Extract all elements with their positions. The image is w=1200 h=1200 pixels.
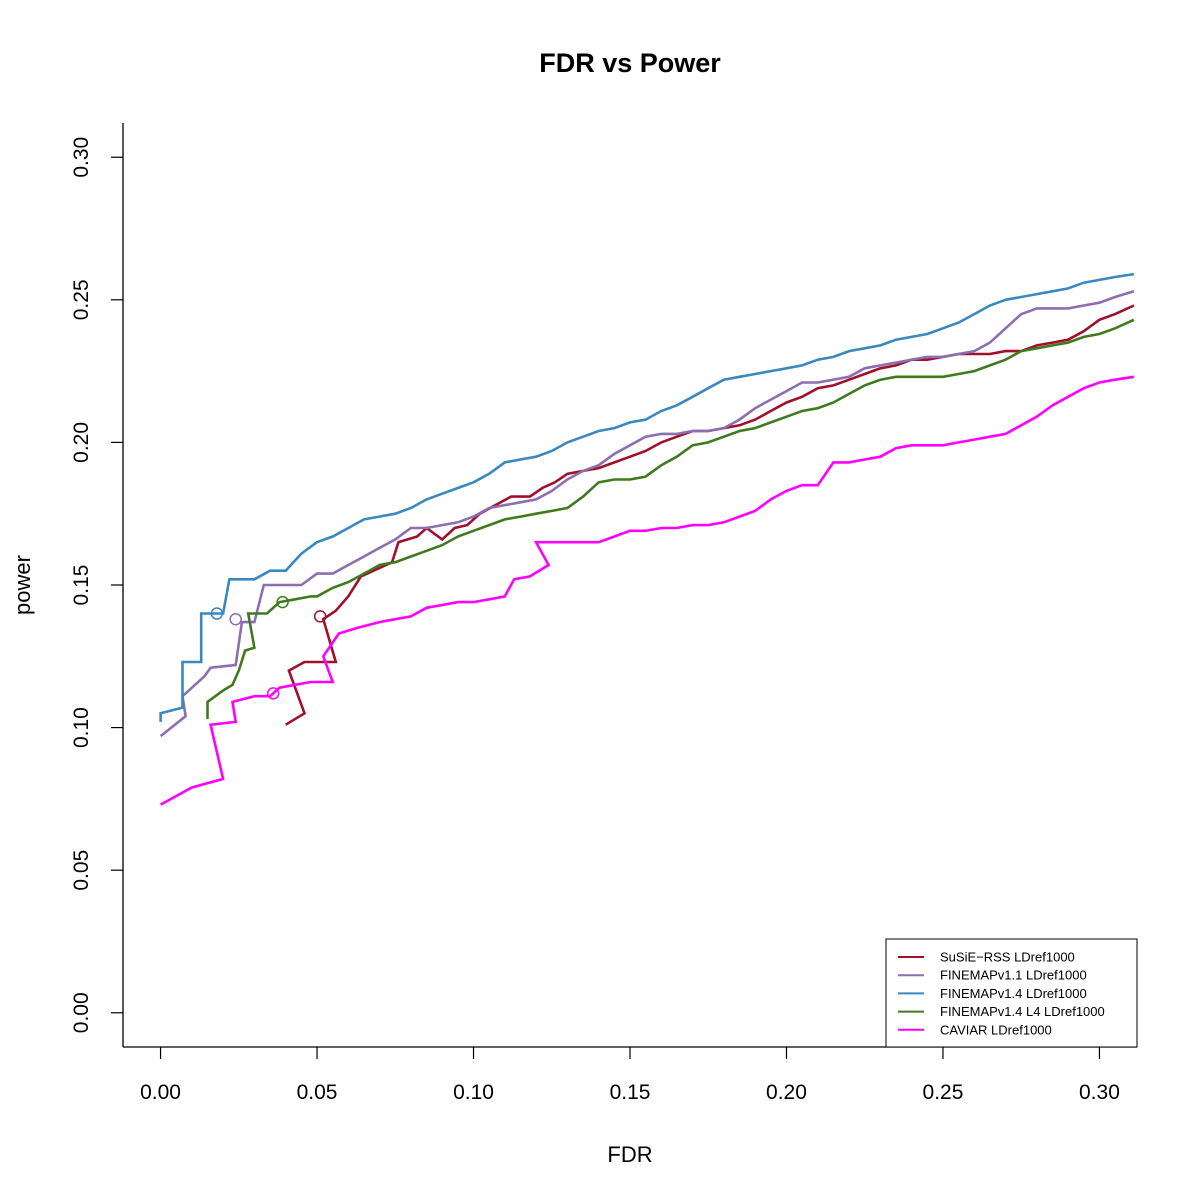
y-tick-label: 0.05 <box>70 850 93 891</box>
legend-label-1: FINEMAPv1.1 LDref1000 <box>940 968 1087 983</box>
legend: SuSiE−RSS LDref1000 FINEMAPv1.1 LDref1000… <box>885 938 1138 1048</box>
series-marker-4 <box>266 687 280 700</box>
series-marker-1 <box>229 612 242 626</box>
x-tick-label: 0.20 <box>766 1081 807 1104</box>
series-line-2 <box>159 272 1135 722</box>
series-layer <box>159 272 1135 806</box>
series-line-0 <box>285 304 1135 726</box>
series-line-1 <box>159 290 1135 738</box>
y-tick-label: 0.20 <box>70 422 93 463</box>
y-tick-label: 0.10 <box>70 707 93 748</box>
series-line-4 <box>159 375 1135 806</box>
y-tick-label: 0.25 <box>70 279 93 320</box>
legend-label-0: SuSiE−RSS LDref1000 <box>940 950 1075 965</box>
series-marker-0 <box>313 610 327 623</box>
legend-box <box>885 938 1138 1048</box>
series-line-3 <box>206 318 1135 719</box>
x-tick-label: 0.15 <box>610 1081 651 1104</box>
x-tick-label: 0.10 <box>453 1081 494 1104</box>
x-tick-label: 0.30 <box>1079 1081 1120 1104</box>
series-marker-2 <box>210 607 224 620</box>
legend-label-4: CAVIAR LDref1000 <box>940 1022 1052 1037</box>
x-tick-label: 0.05 <box>297 1081 338 1104</box>
legend-label-2: FINEMAPv1.4 LDref1000 <box>940 986 1087 1001</box>
series-marker-3 <box>276 595 289 609</box>
legend-label-3: FINEMAPv1.4 L4 LDref1000 <box>940 1004 1105 1019</box>
x-tick-label: 0.25 <box>923 1081 964 1104</box>
chart-title: FDR vs Power <box>539 48 721 78</box>
y-tick-label: 0.30 <box>70 137 93 178</box>
x-tick-label: 0.00 <box>140 1081 181 1104</box>
y-axis-label: power <box>10 555 35 615</box>
y-tick-label: 0.15 <box>70 565 93 606</box>
x-axis-label: FDR <box>607 1142 652 1167</box>
axes: 0.00 0.05 0.10 0.15 0.20 0.25 0.30 0.00 0.05 0.10… <box>70 123 1137 1104</box>
y-tick-label: 0.00 <box>70 992 93 1033</box>
